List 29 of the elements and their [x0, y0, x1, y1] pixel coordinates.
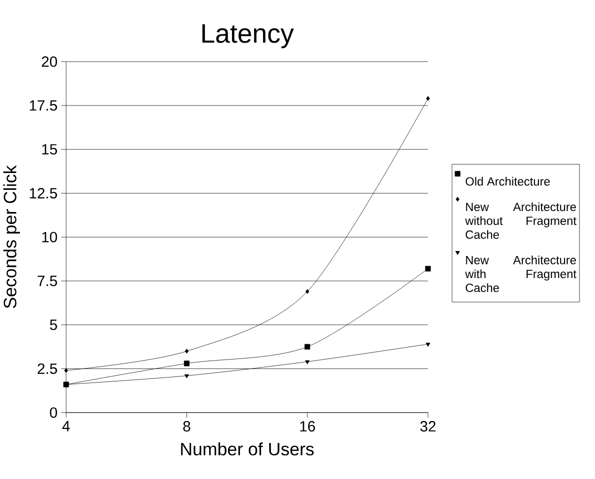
y-tick-label: 0: [50, 407, 58, 418]
x-tick-label: 4: [62, 420, 70, 432]
y-tick-label: 12.5: [30, 188, 58, 198]
point: [184, 374, 189, 378]
point: [306, 289, 310, 294]
y-tick-label: 20: [42, 56, 58, 67]
point: [304, 344, 310, 350]
y-tick-label: 15: [42, 144, 58, 154]
y-tick-label: 17.5: [30, 100, 58, 111]
point: [184, 360, 190, 366]
y-tick-label: 10: [42, 232, 58, 242]
point: [426, 342, 430, 347]
y-tick-label: 7.5: [38, 276, 58, 286]
legend-label: New Architecture with Fragment Cache: [465, 255, 576, 292]
legend-label: New Architecture without Fragment Cache: [465, 202, 576, 239]
point: [184, 348, 189, 354]
y-tick-label: 2.5: [38, 363, 58, 374]
chart-title: Latency: [202, 24, 294, 48]
x-tick-label: 8: [183, 420, 190, 432]
point: [426, 96, 430, 101]
point: [425, 266, 431, 272]
point: [64, 368, 68, 373]
legend-label: Old Architecture: [466, 176, 550, 186]
y-tick-label: 5: [50, 320, 58, 330]
x-tick-label: 16: [300, 420, 315, 432]
point: [305, 360, 310, 364]
x-axis-title: Number of Users: [181, 442, 314, 456]
x-tick-label: 32: [420, 420, 436, 432]
y-axis-title: Seconds per Click: [3, 165, 20, 308]
